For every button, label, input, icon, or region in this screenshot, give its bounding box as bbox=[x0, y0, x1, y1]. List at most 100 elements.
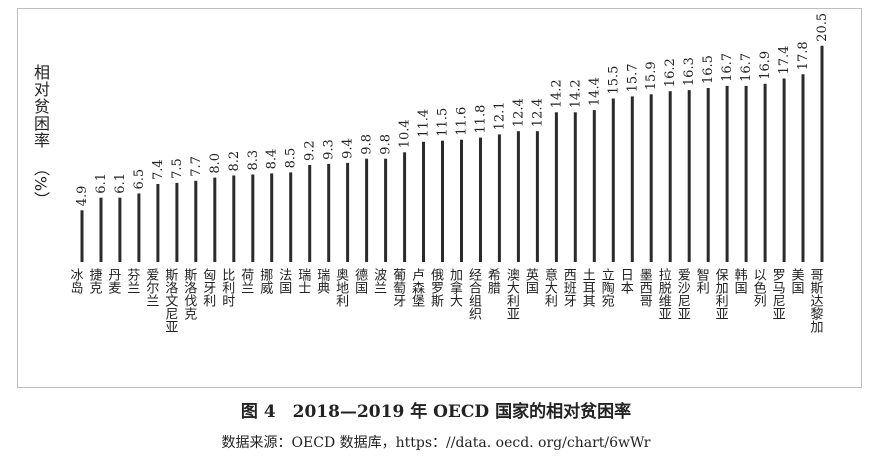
value-label: 6.5 bbox=[132, 169, 147, 190]
category-label: 奥地利 bbox=[333, 268, 349, 307]
value-label: 16.3 bbox=[682, 57, 697, 86]
value-label: 16.2 bbox=[663, 58, 678, 87]
bar bbox=[554, 112, 558, 262]
value-label: 15.9 bbox=[644, 61, 659, 90]
y-axis-label: 相对贫困率 （%） bbox=[20, 64, 60, 244]
chart-frame bbox=[17, 8, 862, 388]
category-label: 拉脱维亚 bbox=[656, 268, 672, 320]
bar bbox=[573, 112, 577, 262]
bar bbox=[782, 78, 786, 262]
bar bbox=[441, 140, 444, 262]
category-label: 罗马尼亚 bbox=[770, 268, 786, 320]
value-label: 16.7 bbox=[739, 53, 754, 82]
bar bbox=[516, 131, 520, 262]
bar bbox=[175, 182, 179, 262]
category-label: 立陶宛 bbox=[599, 268, 615, 308]
value-label: 8.2 bbox=[227, 151, 242, 172]
category-label: 爱尔兰 bbox=[143, 268, 159, 307]
value-label: 16.7 bbox=[720, 53, 735, 82]
category-label: 澳大利亚 bbox=[504, 267, 520, 320]
y-axis-label-text: 相对贫困率 bbox=[31, 64, 50, 149]
bar bbox=[497, 134, 501, 262]
category-label: 德国 bbox=[352, 268, 368, 294]
value-label: 9.2 bbox=[303, 140, 318, 161]
category-label: 土耳其 bbox=[580, 268, 596, 307]
bar bbox=[706, 88, 710, 262]
bar bbox=[232, 175, 236, 262]
category-label: 保加利亚 bbox=[713, 268, 729, 320]
category-label: 法国 bbox=[276, 268, 292, 294]
bar bbox=[479, 137, 482, 262]
value-label: 15.7 bbox=[625, 63, 640, 92]
value-label: 11.6 bbox=[455, 107, 470, 136]
value-label: 10.4 bbox=[398, 119, 413, 148]
bar bbox=[99, 197, 103, 262]
bar bbox=[137, 193, 141, 262]
value-label: 14.2 bbox=[549, 79, 564, 108]
bar bbox=[308, 165, 312, 262]
bar bbox=[156, 184, 160, 262]
bar bbox=[384, 158, 388, 262]
category-label: 英国 bbox=[523, 268, 539, 294]
bar bbox=[194, 180, 198, 262]
value-label: 12.4 bbox=[511, 98, 526, 127]
bar bbox=[744, 85, 748, 263]
category-label: 波兰 bbox=[371, 268, 387, 294]
value-label: 17.4 bbox=[777, 46, 792, 75]
value-label: 4.9 bbox=[75, 186, 90, 207]
value-label: 14.2 bbox=[568, 79, 583, 108]
bar bbox=[725, 85, 729, 263]
value-label: 17.8 bbox=[796, 41, 811, 70]
bar bbox=[535, 131, 539, 262]
value-label: 6.1 bbox=[94, 173, 109, 194]
category-label: 丹麦 bbox=[105, 268, 121, 294]
bar bbox=[422, 141, 425, 262]
category-label: 加拿大 bbox=[447, 268, 463, 307]
bar bbox=[270, 173, 274, 262]
value-label: 8.0 bbox=[208, 153, 223, 174]
category-label: 爱沙尼亚 bbox=[675, 268, 691, 320]
value-label: 6.1 bbox=[113, 173, 128, 194]
category-label: 瑞典 bbox=[314, 268, 330, 294]
value-label: 16.9 bbox=[758, 51, 773, 80]
value-label: 11.8 bbox=[474, 105, 489, 134]
bar bbox=[403, 152, 407, 262]
value-label: 12.4 bbox=[530, 98, 545, 127]
category-label: 希腊 bbox=[485, 268, 501, 295]
category-label: 冰岛 bbox=[68, 268, 84, 294]
bar bbox=[213, 177, 217, 262]
category-label: 捷克 bbox=[87, 268, 103, 295]
bar bbox=[820, 45, 824, 262]
value-label: 9.3 bbox=[322, 139, 337, 160]
category-label: 墨西哥 bbox=[637, 268, 653, 307]
bar bbox=[251, 174, 255, 262]
category-label: 斯洛文尼亚 bbox=[162, 268, 178, 333]
value-label: 11.4 bbox=[417, 109, 432, 138]
category-label: 经合组织 bbox=[466, 268, 482, 320]
bar bbox=[668, 91, 672, 262]
value-label: 15.5 bbox=[606, 66, 621, 95]
category-label: 挪威 bbox=[257, 268, 273, 294]
value-label: 20.5 bbox=[815, 13, 830, 42]
value-label: 12.1 bbox=[492, 101, 507, 130]
value-label: 7.4 bbox=[151, 159, 166, 180]
category-label: 意大利 bbox=[542, 267, 558, 307]
category-label: 俄罗斯 bbox=[428, 268, 444, 308]
value-label: 8.5 bbox=[284, 148, 299, 169]
bar bbox=[289, 172, 293, 262]
figure-source: 数据来源：OECD 数据库，https：//data. oecd. org/ch… bbox=[221, 435, 651, 451]
bar bbox=[687, 90, 691, 262]
value-label: 9.4 bbox=[341, 138, 356, 159]
category-label: 葡萄牙 bbox=[390, 268, 406, 307]
bar bbox=[346, 162, 350, 262]
bar bbox=[592, 110, 596, 262]
category-label: 智利 bbox=[694, 268, 710, 294]
bar bbox=[80, 210, 84, 262]
category-label: 芬兰 bbox=[124, 268, 140, 294]
value-label: 16.5 bbox=[701, 55, 716, 84]
bar bbox=[611, 98, 615, 262]
bar bbox=[118, 197, 122, 262]
category-label: 匈牙利 bbox=[200, 268, 216, 307]
category-label: 韩国 bbox=[732, 268, 748, 294]
value-label: 11.5 bbox=[436, 108, 451, 137]
